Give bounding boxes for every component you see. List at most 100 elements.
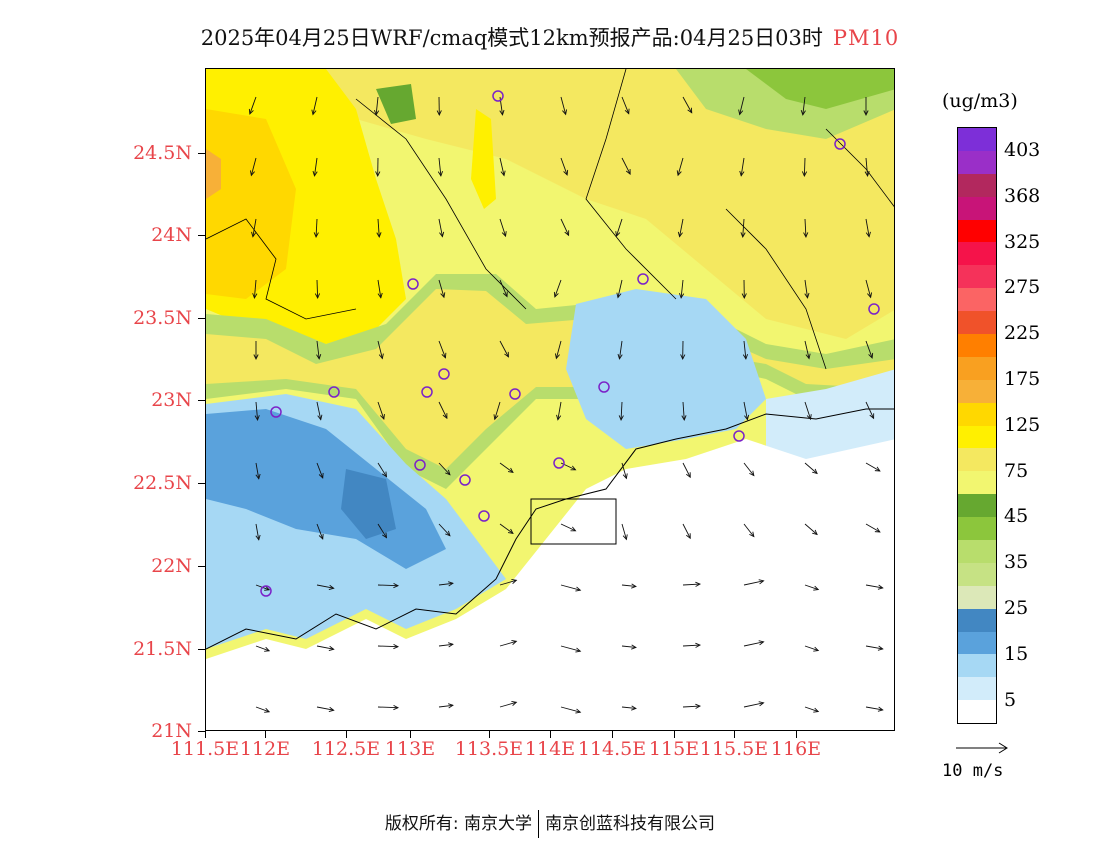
- wind-arrow-head: [742, 354, 748, 360]
- map-canvas: [206, 69, 894, 730]
- wind-arrow-head: [442, 413, 448, 420]
- station-marker: [834, 138, 846, 150]
- wind-arrow: [499, 640, 517, 647]
- x-tick: [734, 731, 735, 738]
- footer: 版权所有: 南京大学 南京创蓝科技有限公司: [0, 809, 1100, 838]
- station-marker: [637, 273, 649, 285]
- wind-arrow-head: [437, 171, 443, 177]
- station-marker: [478, 510, 490, 522]
- wind-arrow-head: [686, 472, 691, 479]
- wind-arrow: [621, 584, 636, 587]
- x-tick-label: 115E: [648, 738, 700, 760]
- wind-arrow-head: [393, 704, 400, 711]
- colorbar-box: [958, 128, 996, 151]
- y-tick-label: 24.5N: [133, 142, 192, 164]
- wind-arrow-head: [448, 642, 454, 648]
- wind-arrow: [499, 157, 505, 176]
- wind-arrow-head: [874, 466, 881, 472]
- wind-arrow: [499, 340, 509, 358]
- colorbar-box: [958, 196, 996, 220]
- station-marker: [407, 278, 419, 290]
- station-marker: [438, 368, 450, 380]
- wind-arrow: [255, 523, 260, 540]
- y-tick: [198, 400, 206, 401]
- y-tick-label: 21N: [151, 720, 192, 742]
- wind-arrow-head: [758, 579, 765, 585]
- x-tick: [550, 731, 551, 738]
- wind-arrow: [375, 96, 379, 115]
- wind-arrow: [804, 279, 808, 298]
- wind-arrow: [316, 279, 319, 299]
- y-tick-label: 24N: [151, 224, 192, 246]
- pollution-map: [205, 68, 895, 731]
- wind-arrow-head: [624, 108, 630, 115]
- wind-arrow-head: [867, 292, 873, 299]
- zone-blue-east: [566, 289, 766, 449]
- wind-arrow-head: [618, 415, 624, 422]
- colorbar-box: [958, 608, 996, 632]
- wind-arrow-head: [393, 582, 400, 589]
- wind-arrow-head: [676, 170, 682, 177]
- wind-arrow: [499, 579, 517, 586]
- y-tick: [198, 483, 206, 484]
- wind-arrow-head: [738, 109, 744, 116]
- wind-arrow-head: [681, 415, 687, 421]
- x-tick-label: 116E: [770, 738, 822, 760]
- wind-arrow-head: [677, 231, 683, 238]
- colorbar-box: [958, 471, 996, 495]
- wind-arrow-head: [625, 169, 631, 175]
- colorbar-box: [958, 311, 996, 335]
- wind-arrow-head: [439, 231, 445, 238]
- colorbar-box: [958, 631, 996, 655]
- colorbar-box: [958, 700, 996, 724]
- wind-arrow: [865, 645, 883, 650]
- x-tick: [205, 731, 206, 738]
- wind-arrow: [499, 218, 506, 237]
- wind-arrow: [677, 157, 684, 176]
- station-marker: [260, 585, 272, 597]
- wind-arrow-head: [313, 232, 319, 239]
- wind-arrow-head: [874, 527, 881, 533]
- y-tick-label: 21.5N: [133, 638, 192, 660]
- wind-arrow: [316, 584, 334, 589]
- wind-arrow-head: [570, 465, 577, 471]
- wind-arrow-head: [564, 230, 570, 237]
- wind-arrow: [377, 706, 399, 709]
- wind-arrow: [316, 462, 324, 479]
- wind-arrow-head: [249, 170, 255, 177]
- wind-arrow-head: [328, 706, 335, 712]
- colorbar-box: [958, 517, 996, 541]
- wind-arrow: [865, 462, 881, 472]
- wind-arrow-head: [631, 583, 637, 589]
- wind-arrow: [253, 279, 257, 298]
- wind-arrow: [682, 583, 701, 586]
- wind-arrow-head: [864, 171, 870, 177]
- wind-arrow: [438, 279, 445, 298]
- title-variable: PM10: [832, 26, 900, 50]
- station-marker: [868, 303, 880, 315]
- wind-arrow: [499, 279, 508, 297]
- y-tick-label: 22N: [151, 555, 192, 577]
- wind-arrow: [560, 218, 570, 236]
- wind-arrow: [438, 401, 448, 419]
- colorbar-label: 275: [1004, 276, 1041, 299]
- wind-arrow: [682, 644, 701, 647]
- wind-arrow: [438, 218, 443, 237]
- wind-arrow-head: [806, 414, 812, 421]
- x-tick: [612, 731, 613, 738]
- wind-arrow: [679, 218, 684, 237]
- colorbar-unit: (ug/m3): [942, 90, 1018, 112]
- wind-arrow: [621, 645, 636, 648]
- wind-arrow-head: [758, 640, 765, 646]
- station-marker: [414, 459, 426, 471]
- footer-left: 版权所有: 南京大学: [384, 814, 533, 834]
- wind-arrow: [255, 645, 270, 652]
- wind-arrow: [494, 401, 501, 420]
- zone-high-central: [471, 109, 496, 209]
- wind-arrow: [560, 706, 581, 713]
- wind-arrow: [865, 706, 883, 711]
- x-tick: [489, 731, 490, 738]
- colorbar-box: [958, 448, 996, 472]
- wind-arrow-head: [695, 642, 702, 648]
- wind-arrow: [743, 523, 755, 537]
